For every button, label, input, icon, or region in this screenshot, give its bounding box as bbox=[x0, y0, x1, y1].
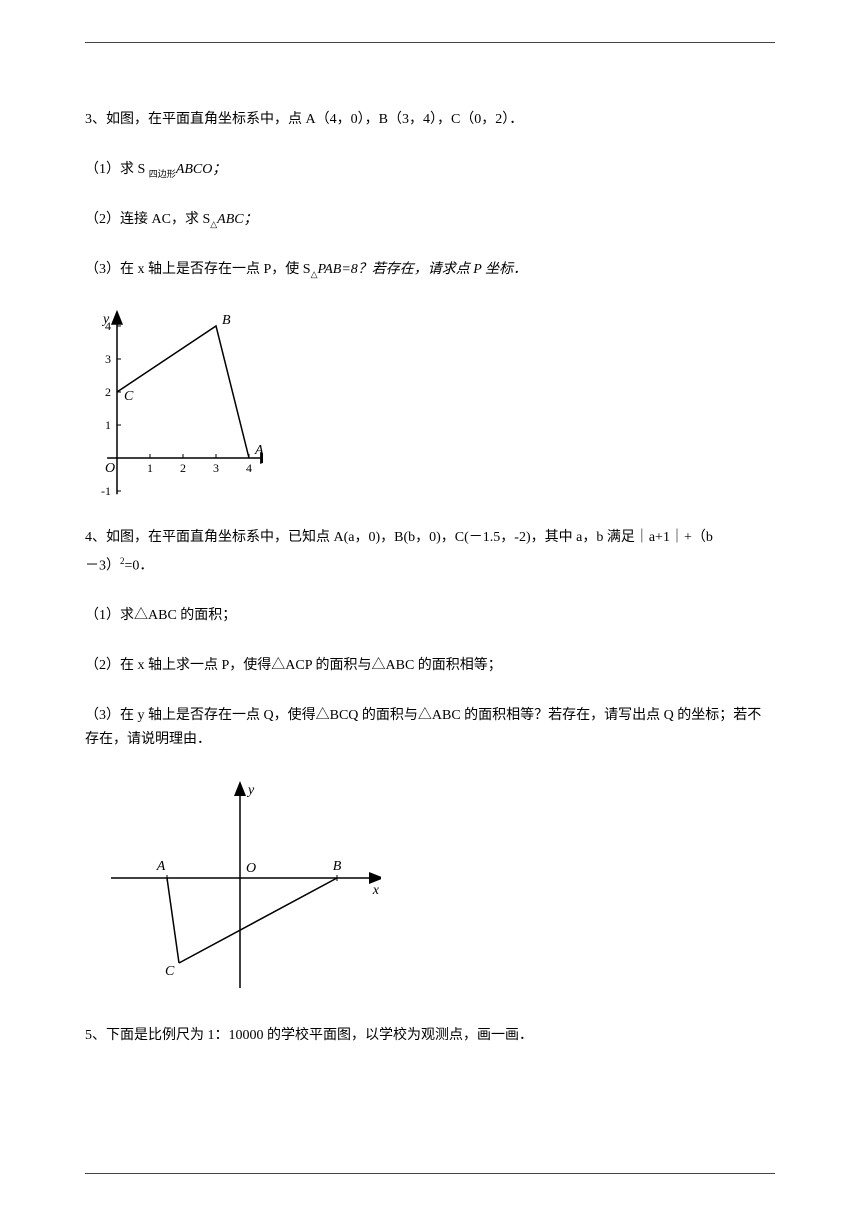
q4-stem-line1: 4、如图，在平面直角坐标系中，已知点 A(a，0)，B(b，0)，C(－1.5，… bbox=[85, 526, 775, 550]
footer-rule bbox=[85, 1173, 775, 1174]
q3-p3-sub: △ bbox=[311, 269, 318, 279]
q4-figure: Ox y A B C bbox=[105, 778, 381, 998]
q4-stem-c: =0． bbox=[125, 559, 154, 574]
header-rule bbox=[85, 42, 775, 43]
q3-part2: （2）连接 AC，求 S△ABC； bbox=[85, 208, 775, 232]
q4-stem-line2: －3）2=0． bbox=[85, 554, 775, 578]
svg-text:B: B bbox=[333, 859, 342, 874]
svg-text:O: O bbox=[105, 461, 115, 476]
svg-text:3: 3 bbox=[105, 352, 111, 366]
q3-p2-b: ABC； bbox=[217, 212, 257, 227]
q3-stem-text: 3、如图，在平面直角坐标系中，点 A（4，0），B（3，4），C（0，2）． bbox=[85, 112, 523, 127]
svg-text:-1: -1 bbox=[101, 484, 111, 498]
q3-p3-b: PAB=8？若存在，请求点 P 坐标． bbox=[318, 262, 528, 277]
svg-text:2: 2 bbox=[105, 385, 111, 399]
q5-stem-text: 5、下面是比例尺为 1：10000 的学校平面图，以学校为观测点，画一画． bbox=[85, 1028, 533, 1043]
q3-stem: 3、如图，在平面直角坐标系中，点 A（4，0），B（3，4），C（0，2）． bbox=[85, 108, 775, 132]
q4-part3: （3）在 y 轴上是否存在一点 Q，使得△BCQ 的面积与△ABC 的面积相等？… bbox=[85, 704, 775, 752]
svg-text:y: y bbox=[246, 783, 255, 798]
q4-part1: （1）求△ABC 的面积； bbox=[85, 604, 775, 628]
svg-text:x: x bbox=[372, 883, 380, 898]
q3-part1: （1）求 S 四边形ABCO； bbox=[85, 158, 775, 182]
svg-text:3: 3 bbox=[213, 461, 219, 475]
q4-p3-text: （3）在 y 轴上是否存在一点 Q，使得△BCQ 的面积与△ABC 的面积相等？… bbox=[85, 708, 761, 747]
svg-text:4: 4 bbox=[246, 461, 252, 475]
svg-text:O: O bbox=[246, 861, 256, 876]
svg-text:B: B bbox=[222, 313, 231, 328]
q4-p1-text: （1）求△ABC 的面积； bbox=[85, 608, 236, 623]
q5-stem: 5、下面是比例尺为 1：10000 的学校平面图，以学校为观测点，画一画． bbox=[85, 1024, 775, 1048]
q3-p1-sub: 四边形 bbox=[149, 169, 176, 179]
q3-p1-b: ABCO； bbox=[176, 162, 227, 177]
svg-text:1: 1 bbox=[147, 461, 153, 475]
q3-p1-a: （1）求 S bbox=[85, 162, 149, 177]
q3-figure: 1234-11234OxyABC bbox=[85, 308, 263, 500]
svg-text:A: A bbox=[156, 859, 166, 874]
q4-stem-a: 4、如图，在平面直角坐标系中，已知点 A(a，0)，B(b，0)，C(－1.5，… bbox=[85, 530, 713, 545]
content: 3、如图，在平面直角坐标系中，点 A（4，0），B（3，4），C（0，2）． （… bbox=[85, 0, 775, 1047]
svg-text:C: C bbox=[165, 964, 175, 979]
q3-p3-a: （3）在 x 轴上是否存在一点 P，使 S bbox=[85, 262, 311, 277]
q4-p2-text: （2）在 x 轴上求一点 P，使得△ACP 的面积与△ABC 的面积相等； bbox=[85, 658, 502, 673]
svg-text:2: 2 bbox=[180, 461, 186, 475]
svg-text:C: C bbox=[124, 389, 134, 404]
q4-stem-b: －3） bbox=[85, 559, 120, 574]
q4-part2: （2）在 x 轴上求一点 P，使得△ACP 的面积与△ABC 的面积相等； bbox=[85, 654, 775, 678]
q3-part3: （3）在 x 轴上是否存在一点 P，使 S△PAB=8？若存在，请求点 P 坐标… bbox=[85, 258, 775, 282]
q3-p2-a: （2）连接 AC，求 S bbox=[85, 212, 210, 227]
svg-text:A: A bbox=[254, 443, 263, 458]
page: 3、如图，在平面直角坐标系中，点 A（4，0），B（3，4），C（0，2）． （… bbox=[0, 0, 860, 1216]
svg-text:1: 1 bbox=[105, 418, 111, 432]
svg-text:y: y bbox=[101, 312, 110, 327]
